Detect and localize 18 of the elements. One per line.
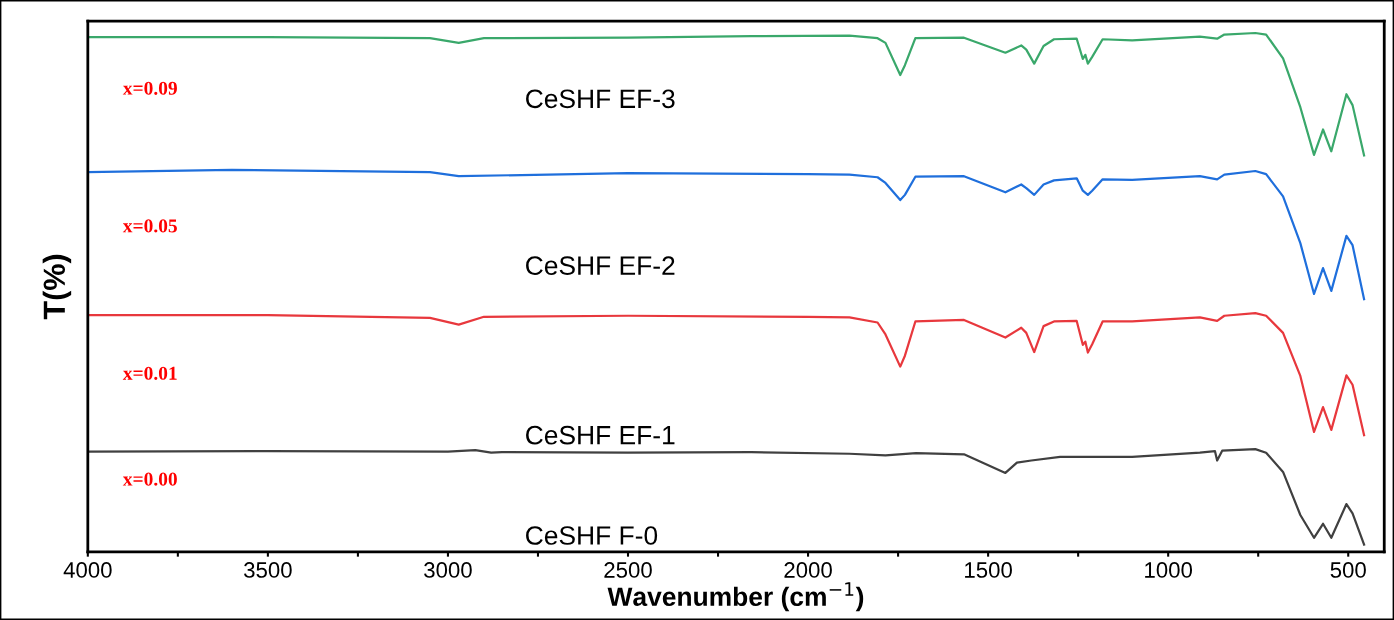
annotation: CeSHF EF-1 bbox=[526, 425, 675, 445]
annotation: CeSHF EF-2 bbox=[526, 256, 675, 275]
x-tick-label: 3500 bbox=[244, 562, 292, 578]
annotation: x=0.00 bbox=[122, 472, 177, 486]
x-axis-title: Wavenumber (cm$^{−1}$) bbox=[607, 582, 864, 612]
x-tick-label: 1000 bbox=[1145, 562, 1193, 578]
x-tick-label: 1500 bbox=[965, 562, 1012, 578]
annotation: CeSHF F-0 bbox=[526, 526, 658, 545]
annotation: x=0.09 bbox=[122, 81, 177, 95]
x-tick-label: 500 bbox=[1330, 562, 1366, 578]
annotation: x=0.01 bbox=[122, 366, 177, 380]
x-tick-label: 2500 bbox=[604, 562, 652, 578]
x-tick-label: 2000 bbox=[784, 562, 832, 578]
x-tick-label: 3000 bbox=[424, 562, 472, 578]
y-axis-title: T(%) bbox=[42, 254, 72, 320]
annotation: CeSHF EF-3 bbox=[526, 89, 675, 109]
annotation: x=0.05 bbox=[122, 219, 177, 233]
x-tick-label: 4000 bbox=[63, 562, 112, 578]
